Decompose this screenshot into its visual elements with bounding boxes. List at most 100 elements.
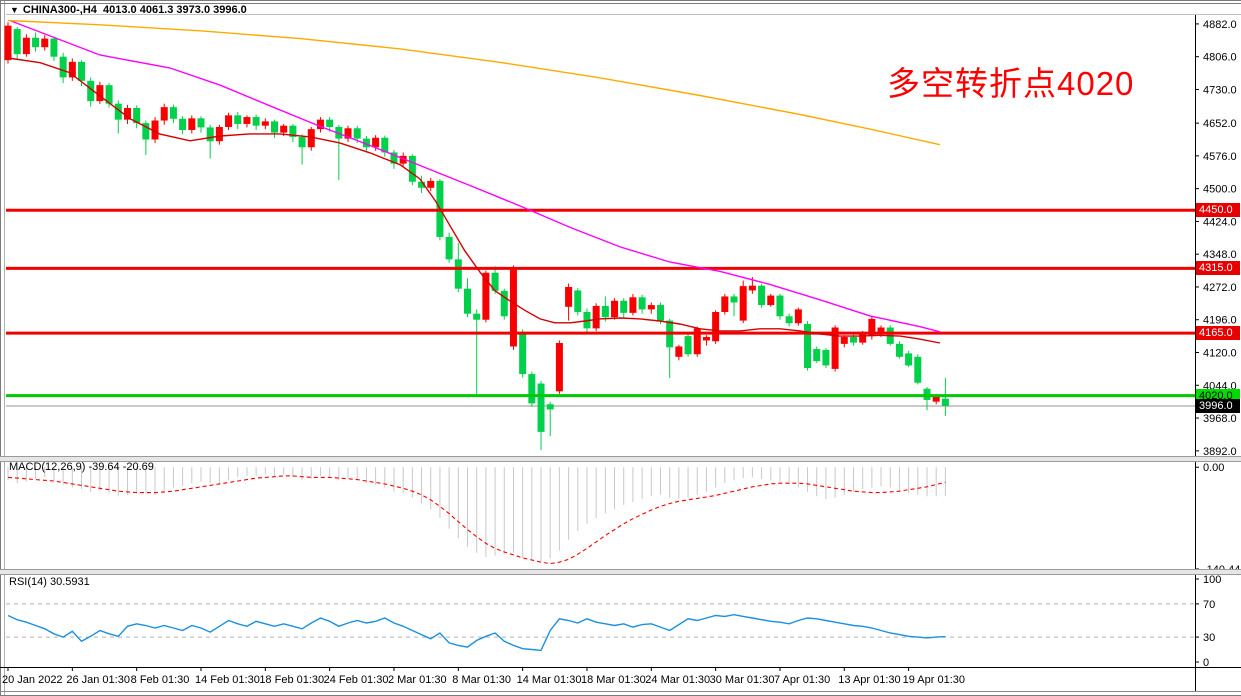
time-tick-label[interactable]: 26 Jan 01:30 [66,674,130,686]
price-tick-label: 3892.0 [1203,446,1237,458]
rsi-indicator-label: RSI(14) 30.5931 [9,576,90,588]
candle-body-up [629,297,637,313]
candle-body-down [537,383,545,432]
time-tick-label[interactable]: 14 Feb 01:30 [195,674,260,686]
candle-body-up [188,118,196,130]
candle-body-down [418,181,426,188]
rsi-axis-label: 70 [1203,599,1215,611]
symbol-quote-line: ▼ CHINA300-,H4 4013.0 4061.3 3973.0 3996.… [10,4,247,16]
candle-body-up [307,129,315,148]
candle-body-up [702,336,710,341]
pane-divider[interactable] [0,569,1241,575]
time-tick-label[interactable]: 24 Mar 01:30 [645,674,710,686]
candle-body-up [840,336,848,344]
price-tick-label: 4196.0 [1203,315,1237,327]
candle-body-up [4,25,12,61]
candle-body-up [794,309,802,324]
time-tick-label[interactable]: 14 Mar 01:30 [517,674,582,686]
candle-body-up [243,117,251,124]
fast-ma-line [7,57,941,344]
price-tick-label: 4652.0 [1203,118,1237,130]
candle-body-down [298,136,306,148]
candle-body-up [693,328,701,355]
candle-body-up [712,311,720,342]
candle-body-up [427,180,435,188]
medium-ma-line [9,19,941,333]
price-flag-4315.0: 4315.0 [1196,261,1240,275]
rsi-axis-label: 100 [1203,574,1221,586]
symbol-name: CHINA300-,H4 [22,4,97,16]
candle-body-down [445,236,453,260]
candle-body-down [353,128,361,139]
macd-indicator-label: MACD(12,26,9) -39.64 -20.69 [9,461,154,473]
candle-body-up [215,126,223,142]
slow-ma-line [7,19,941,146]
price-flag-4450.0: 4450.0 [1196,203,1240,217]
candle-body-up [721,296,729,312]
time-tick-label[interactable]: 30 Mar 01:30 [710,674,775,686]
time-tick-label[interactable]: 8 Mar 01:30 [452,674,511,686]
annotation-text: 多空转折点4020 [887,65,1135,102]
candle-body-up [767,295,775,306]
candle-body-down [464,288,471,314]
chart-left-border [4,1,5,695]
candle-body-down [684,336,692,355]
candle-body-down [408,155,416,182]
candle-body-up [592,305,600,329]
candle-body-up [647,305,655,310]
candle-body-down [234,115,242,124]
candle-body-down [813,349,821,362]
candle-body-up [877,327,885,334]
candle-body-down [895,343,903,357]
candle-body-down [32,37,40,48]
candle-body-down [822,349,830,366]
candle-body-up [344,128,352,139]
time-tick-label[interactable]: 13 Apr 01:30 [838,674,900,686]
candle-body-down [519,331,527,375]
candle-body-down [87,80,95,102]
time-tick-label[interactable]: 2 Mar 01:30 [388,674,447,686]
candle-body-up [555,343,563,392]
candle-body-down [785,316,793,324]
candle-body-up [316,119,324,130]
candle-body-down [114,103,122,120]
time-tick-label[interactable]: 8 Feb 01:30 [131,674,190,686]
candle-body-down [390,152,398,164]
time-tick-label[interactable]: 18 Mar 01:30 [581,674,646,686]
candle-body-up [41,38,49,48]
candle-body-down [13,29,21,55]
candle-body-down [849,336,857,343]
candle-body-down [473,313,481,320]
time-tick-label[interactable]: 24 Feb 01:30 [324,674,389,686]
candle-body-up [565,286,573,307]
candle-body-up [225,115,233,127]
time-tick-label[interactable]: 20 Jan 2022 [2,674,63,686]
candle-body-up [96,85,104,102]
price-tick-label: 4348.0 [1203,249,1237,261]
candle-body-down [620,300,628,313]
candle-body-up [509,267,517,347]
time-tick-label[interactable]: 18 Feb 01:30 [259,674,324,686]
candle-body-down [914,356,922,383]
candle-body-up [151,120,159,140]
pane-divider[interactable] [0,456,1241,462]
candle-body-down [142,123,150,140]
price-tick-label: 4576.0 [1203,151,1237,163]
candle-body-up [611,300,619,318]
candle-body-down [105,85,113,104]
time-tick-label[interactable]: 19 Apr 01:30 [903,674,965,686]
price-tick-label: 4500.0 [1203,184,1237,196]
time-tick-label[interactable]: 7 Apr 01:30 [774,674,830,686]
candle-body-down [500,290,508,317]
rsi-line [7,613,946,652]
price-tick-label: 4272.0 [1203,282,1237,294]
price-tick-label: 4120.0 [1203,348,1237,360]
candle-body-up [932,396,940,402]
symbol-dropdown-icon[interactable]: ▼ [10,5,19,15]
candle-body-down [758,285,766,306]
candle-body-down [776,295,784,317]
price-tick-label: 4806.0 [1203,52,1237,64]
price-flag-4165.0: 4165.0 [1196,326,1240,340]
